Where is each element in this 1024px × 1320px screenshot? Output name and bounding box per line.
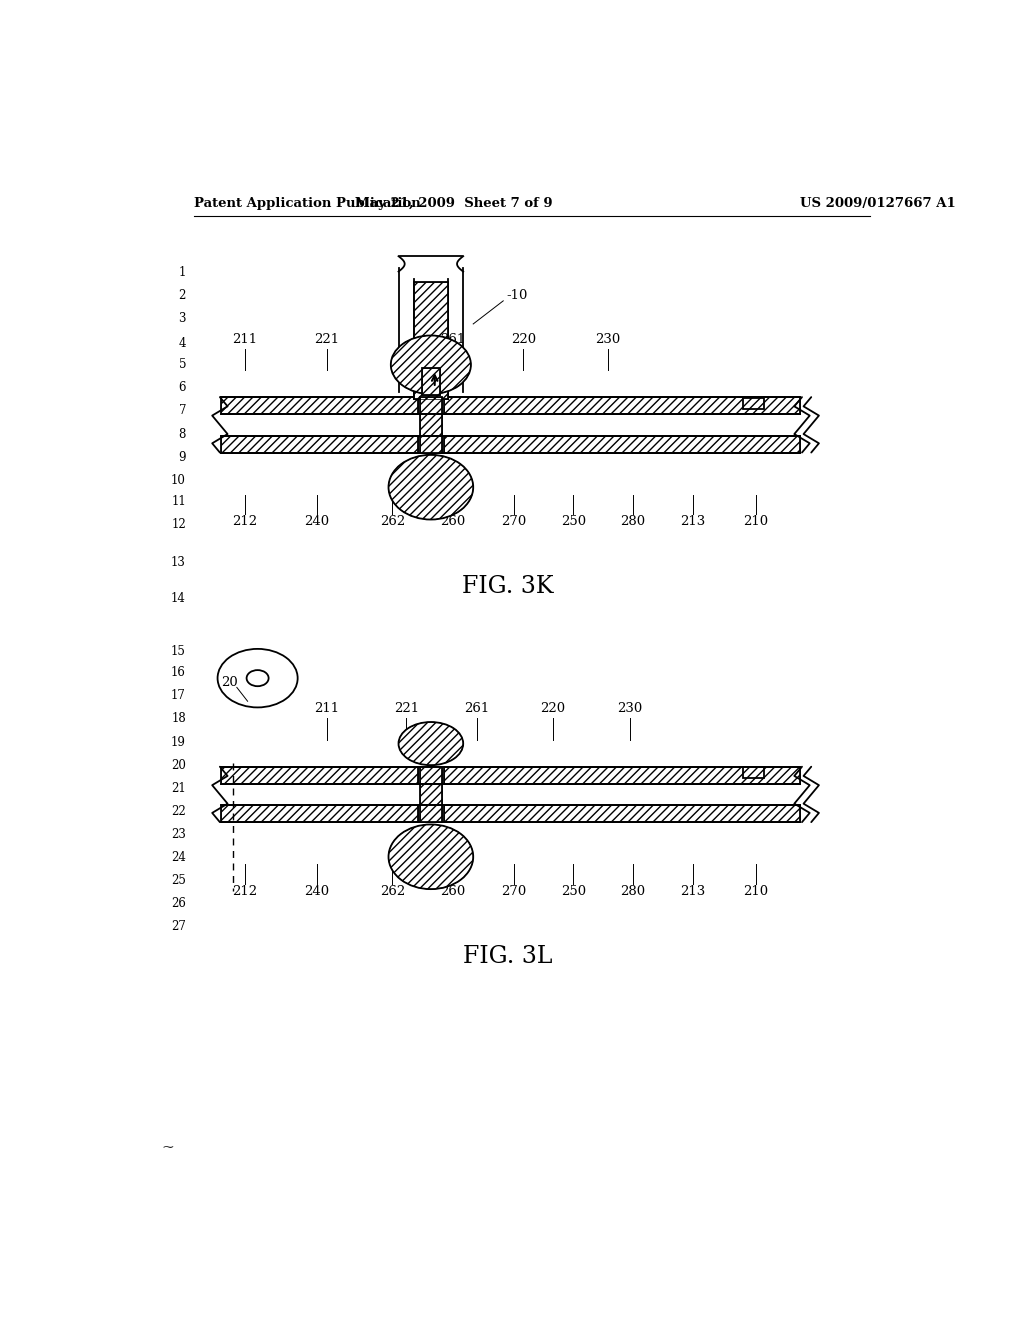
Text: 240: 240	[304, 515, 330, 528]
Text: 20: 20	[171, 759, 186, 772]
Text: 211: 211	[232, 333, 257, 346]
Text: 213: 213	[680, 884, 706, 898]
Ellipse shape	[388, 825, 473, 890]
Text: 220: 220	[511, 333, 536, 346]
Polygon shape	[221, 436, 418, 453]
Text: 261: 261	[439, 333, 465, 346]
Ellipse shape	[398, 722, 463, 766]
Text: 1: 1	[178, 265, 186, 279]
Ellipse shape	[388, 455, 473, 520]
Text: 15: 15	[171, 644, 186, 657]
Text: 27: 27	[171, 920, 186, 933]
Text: May 21, 2009  Sheet 7 of 9: May 21, 2009 Sheet 7 of 9	[355, 197, 553, 210]
Text: 10: 10	[171, 474, 186, 487]
Text: 20: 20	[221, 676, 238, 689]
Text: 210: 210	[743, 515, 768, 528]
Text: 213: 213	[680, 515, 706, 528]
Text: 240: 240	[304, 884, 330, 898]
Text: 12: 12	[171, 517, 186, 531]
Text: 220: 220	[540, 702, 565, 715]
Ellipse shape	[217, 649, 298, 708]
Text: 212: 212	[232, 515, 257, 528]
Text: 250: 250	[561, 884, 586, 898]
Text: 22: 22	[171, 805, 186, 818]
Text: US 2009/0127667 A1: US 2009/0127667 A1	[801, 197, 956, 210]
Polygon shape	[420, 805, 441, 822]
Text: 18: 18	[171, 713, 186, 726]
Polygon shape	[420, 784, 441, 805]
Text: 26: 26	[171, 898, 186, 911]
Text: 4: 4	[178, 337, 186, 350]
Text: 230: 230	[616, 702, 642, 715]
Text: 14: 14	[171, 593, 186, 606]
Text: 250: 250	[561, 515, 586, 528]
Text: 19: 19	[171, 735, 186, 748]
Text: 8: 8	[178, 428, 186, 441]
Bar	[742, 397, 764, 409]
Text: 11: 11	[171, 495, 186, 508]
Text: 230: 230	[595, 333, 621, 346]
Text: 261: 261	[465, 702, 489, 715]
Polygon shape	[444, 436, 801, 453]
Text: 3: 3	[178, 312, 186, 325]
Polygon shape	[420, 436, 441, 453]
Bar	[742, 767, 764, 779]
Polygon shape	[420, 397, 441, 414]
Text: 17: 17	[171, 689, 186, 702]
Polygon shape	[420, 414, 441, 436]
Polygon shape	[221, 767, 418, 784]
Polygon shape	[414, 281, 447, 400]
Text: 5: 5	[178, 358, 186, 371]
Text: 280: 280	[621, 884, 645, 898]
Text: ~: ~	[161, 1140, 174, 1155]
Polygon shape	[422, 368, 440, 395]
Text: 21: 21	[171, 781, 186, 795]
Text: FIG. 3K: FIG. 3K	[462, 576, 554, 598]
Text: 270: 270	[502, 884, 526, 898]
Text: -10: -10	[506, 289, 527, 302]
Text: 24: 24	[171, 851, 186, 865]
Text: 2: 2	[178, 289, 186, 302]
Text: 7: 7	[178, 404, 186, 417]
Text: 9: 9	[178, 450, 186, 463]
Polygon shape	[420, 767, 441, 784]
Text: 221: 221	[393, 702, 419, 715]
Text: FIG. 3L: FIG. 3L	[463, 945, 553, 968]
Text: 13: 13	[171, 556, 186, 569]
Text: 260: 260	[439, 515, 465, 528]
Text: 211: 211	[314, 702, 340, 715]
Text: 270: 270	[502, 515, 526, 528]
Text: 280: 280	[621, 515, 645, 528]
Polygon shape	[221, 397, 418, 414]
Text: 221: 221	[314, 333, 340, 346]
Polygon shape	[444, 805, 801, 822]
Text: 6: 6	[178, 381, 186, 395]
Text: 210: 210	[743, 884, 768, 898]
Text: Patent Application Publication: Patent Application Publication	[194, 197, 421, 210]
Text: 260: 260	[439, 884, 465, 898]
Text: 212: 212	[232, 884, 257, 898]
Text: 262: 262	[380, 515, 404, 528]
Polygon shape	[444, 397, 801, 414]
Text: 16: 16	[171, 667, 186, 680]
Text: 25: 25	[171, 874, 186, 887]
Polygon shape	[221, 805, 418, 822]
Ellipse shape	[391, 335, 471, 395]
Polygon shape	[444, 767, 801, 784]
Text: 262: 262	[380, 884, 404, 898]
Text: 23: 23	[171, 828, 186, 841]
Ellipse shape	[247, 671, 268, 686]
